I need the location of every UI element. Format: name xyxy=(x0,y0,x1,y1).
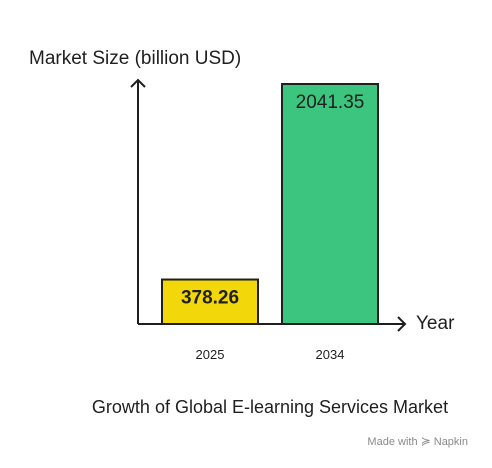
y-axis-label: Market Size (billion USD) xyxy=(29,48,242,69)
x-axis-arrow xyxy=(397,316,407,332)
napkin-icon: ≽ xyxy=(420,434,431,448)
bar-2034 xyxy=(281,83,379,325)
x-tick-label-2034: 2034 xyxy=(316,347,345,362)
bars: 378.26 2041.35 xyxy=(161,83,379,326)
watermark-prefix: Made with xyxy=(367,436,418,448)
value-label-2025: 378.26 xyxy=(181,288,239,309)
watermark-brand: Napkin xyxy=(433,436,468,448)
bar-2025 xyxy=(161,278,259,326)
y-axis-arrow xyxy=(130,78,146,88)
x-axis-label: Year xyxy=(416,313,455,334)
value-label-2034: 2041.35 xyxy=(296,92,365,113)
made-with-napkin-watermark: Made with ≽ Napkin xyxy=(367,434,468,448)
chart-caption: Growth of Global E-learning Services Mar… xyxy=(91,397,449,417)
x-tick-label-2025: 2025 xyxy=(196,347,225,362)
